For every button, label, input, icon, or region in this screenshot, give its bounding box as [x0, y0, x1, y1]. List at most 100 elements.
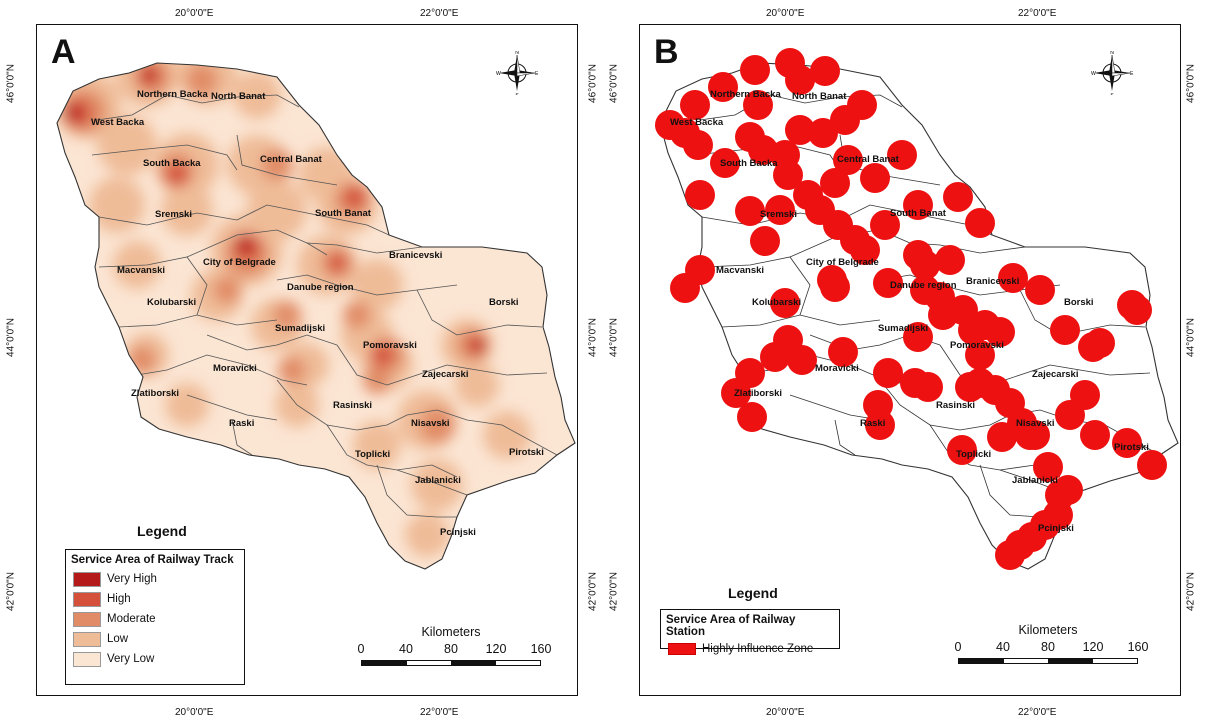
panel-a-railway-track-map: Northern Backa North Banat West Backa So…	[5, 8, 599, 718]
scale-bar-graphic	[958, 658, 1138, 664]
region-label-sremski: Sremski	[155, 209, 192, 220]
region-label-north-banat: North Banat	[211, 91, 266, 102]
scale-value: 160	[1127, 640, 1149, 654]
legend-label: Very Low	[107, 653, 155, 665]
region-labels: Northern Backa North Banat West Backa So…	[91, 89, 544, 538]
region-label-pirotski: Pirotski	[1114, 442, 1149, 453]
region-label-branicevski: Branicevski	[966, 276, 1019, 287]
region-labels: Northern Backa North Banat West Backa So…	[670, 89, 1149, 534]
compass-s: S	[1110, 93, 1114, 95]
legend-item-moderate: Moderate	[66, 609, 244, 629]
bottom-tick-label: 22°0'0"E	[1018, 707, 1057, 718]
compass-w: W	[1091, 71, 1096, 77]
region-label-zlatiborski: Zlatiborski	[131, 388, 179, 399]
left-tick-label: 42°0'0"N	[608, 572, 620, 611]
scale-bar-graphic	[361, 660, 541, 666]
scale-bar: Kilometers 0 40 80 120 160	[351, 625, 551, 669]
region-label-north-banat: North Banat	[792, 91, 847, 102]
swatch-high	[73, 591, 101, 607]
scale-unit-label: Kilometers	[1018, 623, 1078, 637]
top-tick-label: 20°0'0"E	[766, 8, 805, 19]
scale-value: 160	[530, 642, 552, 656]
legend-label: Low	[107, 633, 129, 645]
scale-value: 40	[996, 640, 1010, 654]
right-tick-label: 42°0'0"N	[587, 572, 599, 611]
region-label-jablanicki: Jablanicki	[1012, 475, 1058, 486]
scale-value: 40	[399, 642, 413, 656]
region-label-moravicki: Moravicki	[815, 363, 859, 374]
left-tick-label: 46°0'0"N	[5, 64, 17, 103]
swatch-very-high	[73, 571, 101, 587]
scale-values: 0 40 80 120 160	[948, 640, 1149, 654]
right-tick-label: 42°0'0"N	[1185, 572, 1197, 611]
region-label-borski: Borski	[1064, 297, 1094, 308]
bottom-tick-label: 22°0'0"E	[420, 707, 459, 718]
map-frame: Northern Backa North Banat West Backa So…	[36, 24, 578, 696]
panel-label: A	[51, 33, 76, 71]
map-canvas: Northern Backa North Banat West Backa So…	[56, 62, 576, 570]
legend-item-very-low: Very Low	[66, 649, 244, 669]
top-tick-label: 22°0'0"E	[1018, 8, 1057, 19]
region-label-city-of-belgrade: City of Belgrade	[203, 257, 276, 268]
panel-b-railway-station-map: Northern Backa North Banat West Backa So…	[603, 0, 1206, 728]
region-label-central-banat: Central Banat	[260, 154, 323, 165]
compass-w: W	[496, 71, 501, 77]
region-label-central-banat: Central Banat	[837, 154, 900, 165]
region-label-pirotski: Pirotski	[509, 447, 544, 458]
legend-box: Service Area of Railway Station Highly I…	[660, 609, 840, 655]
scale-value: 120	[1082, 640, 1104, 654]
region-label-branicevski: Branicevski	[389, 250, 442, 261]
region-label-rasinski: Rasinski	[333, 400, 372, 411]
legend-heading: Legend	[137, 523, 187, 539]
region-label-jablanicki: Jablanicki	[415, 475, 461, 486]
legend-label: Very High	[107, 573, 157, 585]
region-label-toplicki: Toplicki	[956, 449, 991, 460]
swatch-low	[73, 631, 101, 647]
region-label-zajecarski: Zajecarski	[1032, 369, 1078, 380]
legend-label: High	[107, 593, 131, 605]
right-tick-label: 46°0'0"N	[1185, 64, 1197, 103]
region-label-kolubarski: Kolubarski	[147, 297, 196, 308]
region-label-northern-backa: Northern Backa	[137, 89, 208, 100]
legend-title: Service Area of Railway Station	[666, 614, 796, 638]
region-label-macvanski: Macvanski	[117, 265, 165, 276]
legend-box: Service Area of Railway Track Very High …	[65, 549, 245, 685]
left-tick-label: 44°0'0"N	[608, 318, 620, 357]
compass-e: E	[1130, 71, 1134, 77]
region-label-raski: Raski	[229, 418, 254, 429]
region-label-nisavski: Nisavski	[411, 418, 450, 429]
region-label-pcinjski: Pcinjski	[1038, 523, 1074, 534]
scale-bar: Kilometers 0 40 80 120 160	[948, 623, 1148, 667]
region-label-borski: Borski	[489, 297, 519, 308]
left-tick-label: 46°0'0"N	[608, 64, 620, 103]
map-canvas: Northern Backa North Banat West Backa So…	[655, 48, 1179, 570]
scale-value: 0	[357, 642, 365, 656]
region-label-west-backa: West Backa	[670, 117, 724, 128]
region-label-south-banat: South Banat	[315, 208, 372, 219]
region-label-pomoravski: Pomoravski	[363, 340, 417, 351]
scale-value: 120	[485, 642, 507, 656]
top-tick-label: 22°0'0"E	[420, 8, 459, 19]
region-label-pcinjski: Pcinjski	[440, 527, 476, 538]
legend-title: Service Area of Railway Track	[71, 554, 234, 566]
region-label-danube-region: Danube region	[287, 282, 354, 293]
legend-item-very-high: Very High	[66, 569, 244, 589]
region-label-raski: Raski	[860, 418, 885, 429]
region-label-south-backa: South Backa	[143, 158, 201, 169]
right-tick-label: 44°0'0"N	[1185, 318, 1197, 357]
region-label-macvanski: Macvanski	[716, 265, 764, 276]
region-label-toplicki: Toplicki	[355, 449, 390, 460]
north-arrow-icon: N S W E	[496, 51, 539, 95]
scale-value: 80	[444, 642, 458, 656]
scale-values: 0 40 80 120 160	[351, 642, 552, 656]
swatch-moderate	[73, 611, 101, 627]
compass-n: N	[515, 51, 519, 56]
region-label-northern-backa: Northern Backa	[710, 89, 781, 100]
influence-zones	[655, 48, 1167, 570]
map-frame: Northern Backa North Banat West Backa So…	[639, 24, 1181, 696]
district-borders	[91, 94, 558, 518]
legend-label: Moderate	[107, 613, 156, 625]
region-label-sumadijski: Sumadijski	[878, 323, 928, 334]
region-label-zajecarski: Zajecarski	[422, 369, 468, 380]
bottom-tick-label: 20°0'0"E	[175, 707, 214, 718]
